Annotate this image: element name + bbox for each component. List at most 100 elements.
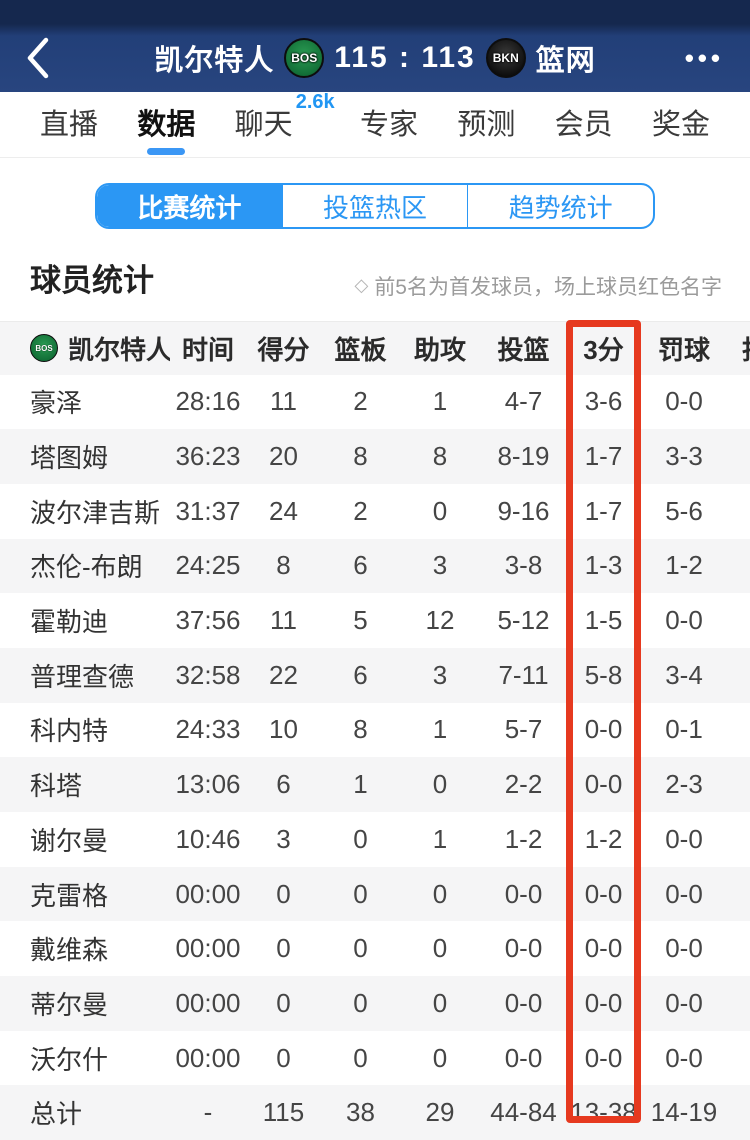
stat-rebounds: 5 (321, 605, 400, 636)
stat-fg: 5-12 (480, 605, 567, 636)
stat-threes: 1-5 (567, 605, 640, 636)
stat-rebounds: 0 (321, 879, 400, 910)
stat-rebounds: 0 (321, 933, 400, 964)
stat-fg: 7-11 (480, 660, 567, 691)
player-stats-table[interactable]: BOS 凯尔特人 时间 得分 篮板 助攻 投篮 3分 罚球 抢断 豪泽 28:1… (0, 321, 750, 1140)
stat-threes: 0-0 (567, 879, 640, 910)
table-row: 波尔津吉斯 31:37 24 2 0 9-16 1-7 5-6 (0, 484, 750, 539)
tab-data[interactable]: 数据 (135, 93, 197, 157)
team-header-cell: BOS 凯尔特人 (0, 330, 170, 367)
stat-freethrows: 0-0 (640, 879, 728, 910)
stat-assists: 0 (400, 988, 480, 1019)
stat-rebounds: 1 (321, 769, 400, 800)
stat-assists: 3 (400, 660, 480, 691)
stat-rebounds: 0 (321, 824, 400, 855)
player-name: 豪泽 (0, 383, 170, 420)
stat-threes: 0-0 (567, 1043, 640, 1074)
total-rebounds: 38 (321, 1097, 400, 1128)
tab-chat-label: 聊天 (235, 109, 293, 141)
table-row: 杰伦-布朗 24:25 8 6 3 3-8 1-3 1-2 (0, 539, 750, 594)
stat-threes: 5-8 (567, 660, 640, 691)
stat-points: 0 (246, 1043, 321, 1074)
stat-rebounds: 8 (321, 441, 400, 472)
away-team-logo-icon: BKN (486, 38, 526, 78)
table-row: 沃尔什 00:00 0 0 0 0-0 0-0 0-0 (0, 1031, 750, 1086)
segment-shot-chart[interactable]: 投篮热区 (282, 185, 468, 227)
player-name: 戴维森 (0, 930, 170, 967)
stat-threes: 1-2 (567, 824, 640, 855)
stat-rebounds: 0 (321, 1043, 400, 1074)
stat-fg: 9-16 (480, 496, 567, 527)
stat-time: 37:56 (170, 605, 246, 636)
stat-fg: 0-0 (480, 988, 567, 1019)
player-name: 科内特 (0, 711, 170, 748)
player-name: 沃尔什 (0, 1040, 170, 1077)
stat-fg: 4-7 (480, 386, 567, 417)
player-name: 谢尔曼 (0, 821, 170, 858)
stat-points: 0 (246, 879, 321, 910)
stat-assists: 0 (400, 1043, 480, 1074)
stat-freethrows: 0-0 (640, 386, 728, 417)
segment-trend-stats[interactable]: 趋势统计 (467, 185, 653, 227)
stat-threes: 0-0 (567, 988, 640, 1019)
more-options-icon[interactable]: ••• (683, 37, 726, 80)
stat-freethrows: 0-0 (640, 933, 728, 964)
stat-freethrows: 0-0 (640, 1043, 728, 1074)
tab-experts[interactable]: 专家 (358, 93, 420, 157)
match-title: 凯尔特人 BOS 115 : 113 BKN 篮网 (0, 24, 750, 92)
stat-points: 0 (246, 933, 321, 964)
stat-time: 24:25 (170, 550, 246, 581)
stats-segmented-control: 比赛统计 投篮热区 趋势统计 (95, 183, 655, 229)
stat-points: 0 (246, 988, 321, 1019)
player-name: 杰伦-布朗 (0, 547, 170, 584)
stat-points: 11 (246, 605, 321, 636)
stat-fg: 0-0 (480, 879, 567, 910)
total-assists: 29 (400, 1097, 480, 1128)
section-note: ◇ 前5名为首发球员，场上球员红色名字 (354, 271, 722, 301)
tab-predictions[interactable]: 预测 (455, 93, 517, 157)
section-title: 球员统计 (30, 255, 154, 300)
col-fg: 投篮 (480, 330, 567, 367)
main-tab-bar: 直播 数据 聊天 2.6k 专家 预测 会员 奖金 (0, 92, 750, 158)
table-row: 塔图姆 36:23 20 8 8 8-19 1-7 3-3 (0, 429, 750, 484)
stat-time: 28:16 (170, 386, 246, 417)
back-button[interactable] (24, 30, 80, 86)
stat-threes: 1-3 (567, 550, 640, 581)
table-row: 克雷格 00:00 0 0 0 0-0 0-0 0-0 (0, 867, 750, 922)
stat-time: 00:00 (170, 1043, 246, 1074)
total-freethrows: 14-19 (640, 1097, 728, 1128)
table-row: 谢尔曼 10:46 3 0 1 1-2 1-2 0-0 (0, 812, 750, 867)
stat-assists: 0 (400, 769, 480, 800)
stat-points: 3 (246, 824, 321, 855)
stat-points: 20 (246, 441, 321, 472)
stat-rebounds: 8 (321, 714, 400, 745)
player-name: 塔图姆 (0, 438, 170, 475)
chat-count-badge: 2.6k (296, 91, 335, 114)
table-row: 科塔 13:06 6 1 0 2-2 0-0 2-3 (0, 757, 750, 812)
top-bar: 凯尔特人 BOS 115 : 113 BKN 篮网 ••• (0, 0, 750, 92)
col-points: 得分 (246, 330, 321, 367)
tab-membership[interactable]: 会员 (553, 93, 615, 157)
stat-time: 31:37 (170, 496, 246, 527)
stat-time: 32:58 (170, 660, 246, 691)
stat-freethrows: 0-0 (640, 824, 728, 855)
table-total-row: 总计 - 115 38 29 44-84 13-38 14-19 (0, 1085, 750, 1140)
stat-freethrows: 0-0 (640, 988, 728, 1019)
table-body: 豪泽 28:16 11 2 1 4-7 3-6 0-0 塔图姆 36:23 20… (0, 375, 750, 1086)
stat-assists: 3 (400, 550, 480, 581)
tab-rewards[interactable]: 奖金 (650, 93, 712, 157)
tab-chat[interactable]: 聊天 2.6k (233, 93, 295, 157)
table-header-row: BOS 凯尔特人 时间 得分 篮板 助攻 投篮 3分 罚球 抢断 (0, 322, 750, 375)
col-threes: 3分 (567, 330, 640, 367)
stat-time: 00:00 (170, 988, 246, 1019)
stat-time: 36:23 (170, 441, 246, 472)
player-name: 克雷格 (0, 876, 170, 913)
segment-match-stats[interactable]: 比赛统计 (97, 185, 282, 227)
stat-points: 10 (246, 714, 321, 745)
col-time: 时间 (170, 330, 246, 367)
stat-points: 6 (246, 769, 321, 800)
section-header: 球员统计 ◇ 前5名为首发球员，场上球员红色名字 (0, 229, 750, 321)
home-team-logo-icon: BOS (284, 38, 324, 78)
tab-live[interactable]: 直播 (38, 93, 100, 157)
stat-time: 00:00 (170, 933, 246, 964)
